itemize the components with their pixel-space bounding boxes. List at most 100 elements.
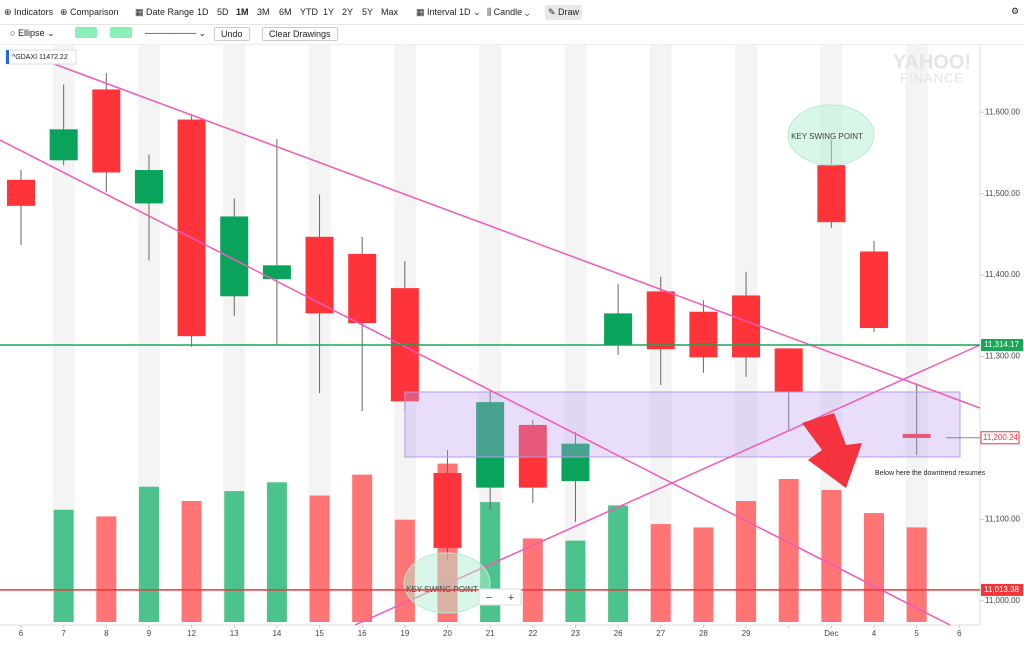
x-tick-label: Dec (824, 629, 838, 638)
y-tick-label: 11,100.00 (985, 515, 1021, 524)
candle-body (220, 216, 249, 297)
candle-body (774, 348, 803, 393)
volume-bar (96, 516, 117, 622)
volume-bar (778, 479, 799, 622)
x-tick-label: 28 (699, 629, 708, 638)
chart: YAHOO!FINANCE11,000.0011,100.0011,200.00… (0, 45, 1023, 638)
candle-body (518, 424, 547, 488)
candle-body (476, 402, 505, 488)
x-tick-label: 6 (19, 629, 24, 638)
column-band (905, 45, 928, 622)
x-tick-label: 15 (315, 629, 324, 638)
annotation: KEY SWING POINT (791, 132, 863, 141)
candle-body (7, 179, 35, 206)
candle-body (305, 236, 334, 314)
candle-body (902, 433, 931, 438)
drawing-toolbar: ○ Ellipse ⌄ ──────── ⌄ Undo Clear Drawin… (0, 24, 1024, 45)
candle-body (433, 472, 462, 548)
arrow (802, 413, 862, 488)
label: Draw (558, 7, 580, 17)
volume-bar (224, 491, 245, 622)
x-tick-label: 23 (571, 629, 580, 638)
x-tick-label: 6 (957, 629, 962, 638)
volume-bar (352, 474, 373, 622)
candle-body (732, 295, 761, 358)
y-tick-label: 11,400.00 (985, 270, 1021, 279)
y-tick-label: 11,000.00 (985, 596, 1021, 605)
candle-body (860, 251, 888, 329)
y-tick-label: 11,300.00 (985, 352, 1021, 361)
fill-color[interactable] (75, 27, 97, 38)
indicators-button[interactable]: ⊕ Indicators (4, 7, 54, 17)
draw-button[interactable]: ✎ Draw (545, 5, 583, 20)
candle-body (689, 311, 718, 358)
volume-bar (736, 501, 757, 622)
range-button[interactable]: 1M (236, 7, 249, 17)
volume-bar (138, 486, 159, 622)
zoom-box (478, 588, 522, 606)
volume-bar (309, 495, 330, 622)
range-button[interactable]: 5Y (362, 7, 374, 17)
date-range-button[interactable]: ▦ Date Range (135, 7, 195, 17)
price-tag (981, 338, 1023, 351)
toolbar: ⊕ Indicators ⊕ Comparison ▦ Date Range 1… (0, 0, 1024, 25)
volume-bar (522, 538, 543, 622)
line-color[interactable] (110, 27, 132, 38)
range-button[interactable]: 2Y (342, 7, 354, 17)
x-tick-label: 13 (230, 629, 239, 638)
range-button[interactable]: 5D (217, 7, 229, 17)
legend-value: 11472.22 (39, 54, 68, 61)
candle-body (348, 253, 377, 324)
label: Indicators (14, 7, 54, 17)
tool-select[interactable]: ○ Ellipse ⌄ (10, 28, 55, 38)
price-tag-label: 11,314.17 (984, 340, 1020, 349)
comparison-button[interactable]: ⊕ Comparison (60, 7, 119, 17)
volume-bar (650, 524, 671, 622)
label: Interval (427, 7, 457, 17)
candle-body (134, 170, 163, 204)
candle-body (49, 129, 78, 161)
volume-bar (181, 501, 202, 622)
range-button[interactable]: 6M (279, 7, 292, 17)
x-tick-label: 9 (147, 629, 152, 638)
range-button[interactable]: YTD (300, 7, 318, 17)
x-tick-label: 12 (187, 629, 196, 638)
x-tick-label: 19 (400, 629, 409, 638)
legend-symbol: ^GDAXI (12, 54, 37, 61)
label: Comparison (70, 7, 119, 17)
interval-button[interactable]: ▦ Interval 1D ⌄ (416, 7, 481, 17)
volume-bar (608, 505, 629, 622)
last-price-tag (980, 431, 1020, 445)
column-band (223, 45, 246, 622)
column-band (564, 45, 587, 622)
column-band (52, 45, 75, 622)
label: Date Range (146, 7, 195, 17)
range-button[interactable]: 3M (257, 7, 270, 17)
zoom-in[interactable]: + (508, 592, 514, 604)
x-tick-label: 7 (61, 629, 66, 638)
candle-body (92, 89, 121, 173)
chart-style-button[interactable]: ⫼ Candle ⌄ (487, 7, 530, 17)
watermark: FINANCE (900, 70, 964, 85)
label: Ellipse (17, 28, 45, 38)
settings-button[interactable]: ⚙ (1011, 6, 1020, 16)
candle-body (177, 119, 206, 337)
x-tick-label: 27 (656, 629, 665, 638)
range-button[interactable]: Max (381, 7, 399, 17)
range-button[interactable]: 1D (197, 7, 209, 17)
candle-body (561, 443, 590, 482)
volume-bar (821, 490, 842, 622)
x-tick-label: 8 (104, 629, 109, 638)
y-tick-label: 11,500.00 (985, 189, 1021, 198)
x-tick-label: 14 (272, 629, 281, 638)
zoom-out[interactable]: − (486, 592, 492, 604)
candle-body (604, 313, 633, 346)
undo-button[interactable]: Undo (214, 27, 250, 41)
volume-bar (53, 509, 74, 622)
volume-bar (266, 482, 287, 622)
volume-bar (864, 513, 884, 622)
x-tick-label: 4 (872, 629, 877, 638)
range-button[interactable]: 1Y (323, 7, 335, 17)
clear-button[interactable]: Clear Drawings (262, 27, 338, 41)
line-style[interactable]: ──────── ⌄ (145, 28, 207, 38)
